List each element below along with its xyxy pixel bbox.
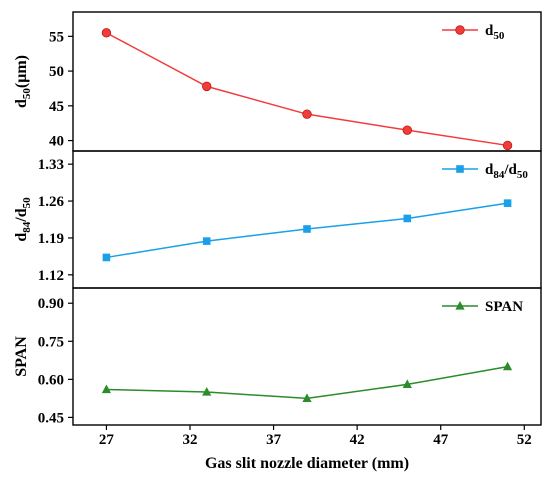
panel-3: 0.45 0.60 0.75 0.90 SPAN 27 32 37 42 47 52 SPAN (13, 287, 542, 448)
legend-marker (455, 301, 465, 310)
panel-1: 40 45 50 55 d50(μm) d50 (13, 11, 542, 152)
x-tick-label: 52 (517, 432, 532, 448)
legend-label: SPAN (485, 299, 523, 315)
legend-marker (455, 25, 465, 35)
y-axis-title: SPAN (13, 336, 30, 377)
y-tick-label: 40 (49, 134, 64, 150)
y-tick-label: 0.75 (38, 334, 64, 350)
y-tick-label: 0.60 (38, 372, 64, 388)
x-tick-label: 27 (99, 432, 115, 448)
data-point (503, 199, 512, 207)
y-tick-label: 1.19 (38, 231, 64, 247)
data-point (502, 361, 513, 371)
series-line (106, 32, 508, 147)
y-tick-label: 0.90 (38, 296, 64, 312)
plot-frame (72, 287, 542, 426)
y-tick-label: 1.33 (38, 157, 64, 173)
x-tick-label: 32 (183, 432, 198, 448)
y-tick-label: 45 (49, 99, 64, 115)
data-point (402, 379, 412, 389)
data-point (402, 125, 412, 135)
data-point (303, 225, 311, 233)
y-axis-title: d50(μm) (13, 55, 33, 108)
legend-marker (456, 165, 464, 173)
data-point (202, 81, 212, 92)
plot-frame (72, 11, 542, 152)
y-tick-label: 55 (49, 29, 64, 45)
legend-label: d50 (485, 23, 505, 42)
data-point (302, 393, 312, 402)
y-tick-label: 50 (49, 64, 64, 80)
x-tick-label: 47 (433, 432, 449, 448)
x-axis-title: Gas slit nozzle diameter (mm) (205, 455, 409, 472)
y-tick-label: 0.45 (38, 410, 64, 426)
y-tick-label: 1.12 (38, 268, 64, 284)
plot-frame (72, 150, 542, 289)
legend-label: d84/d50 (485, 162, 528, 181)
x-tick-label: 37 (266, 432, 282, 448)
data-point (101, 384, 112, 394)
x-tick-label: 42 (350, 432, 365, 448)
panel-2: 1.12 1.19 1.26 1.33 d84/d50 d84/d50 (13, 150, 542, 289)
data-point (202, 237, 211, 245)
y-axis-title: d84/d50 (13, 197, 33, 242)
data-point (502, 140, 513, 151)
data-point (403, 214, 412, 223)
y-tick-label: 1.26 (38, 194, 65, 210)
data-point (102, 253, 111, 262)
data-point (202, 387, 212, 396)
data-point (302, 109, 312, 119)
data-point (101, 28, 112, 38)
chart-panels: 40 45 50 55 d50(μm) d50 1.12 1.19 1.26 1.33 d84/d5… (13, 11, 542, 448)
